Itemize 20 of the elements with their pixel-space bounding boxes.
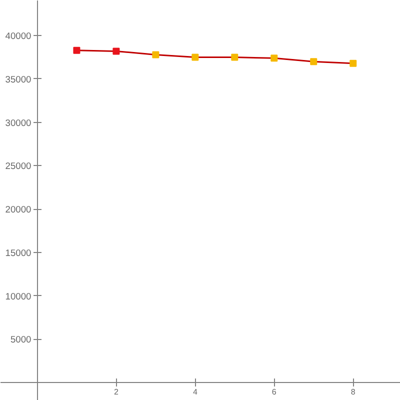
y-tick-label: 30000 — [5, 118, 32, 128]
point — [192, 54, 199, 61]
x-tick-label: 2 — [114, 387, 119, 396]
x-tick-label: 4 — [192, 387, 198, 396]
point — [112, 48, 120, 55]
y-tick-label: 5000 — [10, 334, 32, 345]
y-tick-label: 20000 — [5, 204, 32, 215]
point — [152, 51, 160, 58]
point — [310, 58, 318, 66]
x-tick-label: 8 — [350, 387, 356, 396]
y-tick-label: 25000 — [5, 161, 32, 172]
point — [350, 60, 357, 67]
y-tick-label: 10000 — [5, 291, 32, 302]
y-tick-label: 35000 — [5, 74, 32, 84]
x-tick-label: 6 — [272, 387, 277, 396]
y-tick-label: 15000 — [5, 248, 32, 258]
point — [270, 54, 278, 62]
point — [73, 46, 80, 54]
y-tick-label: 40000 — [5, 31, 32, 42]
point — [231, 54, 238, 61]
